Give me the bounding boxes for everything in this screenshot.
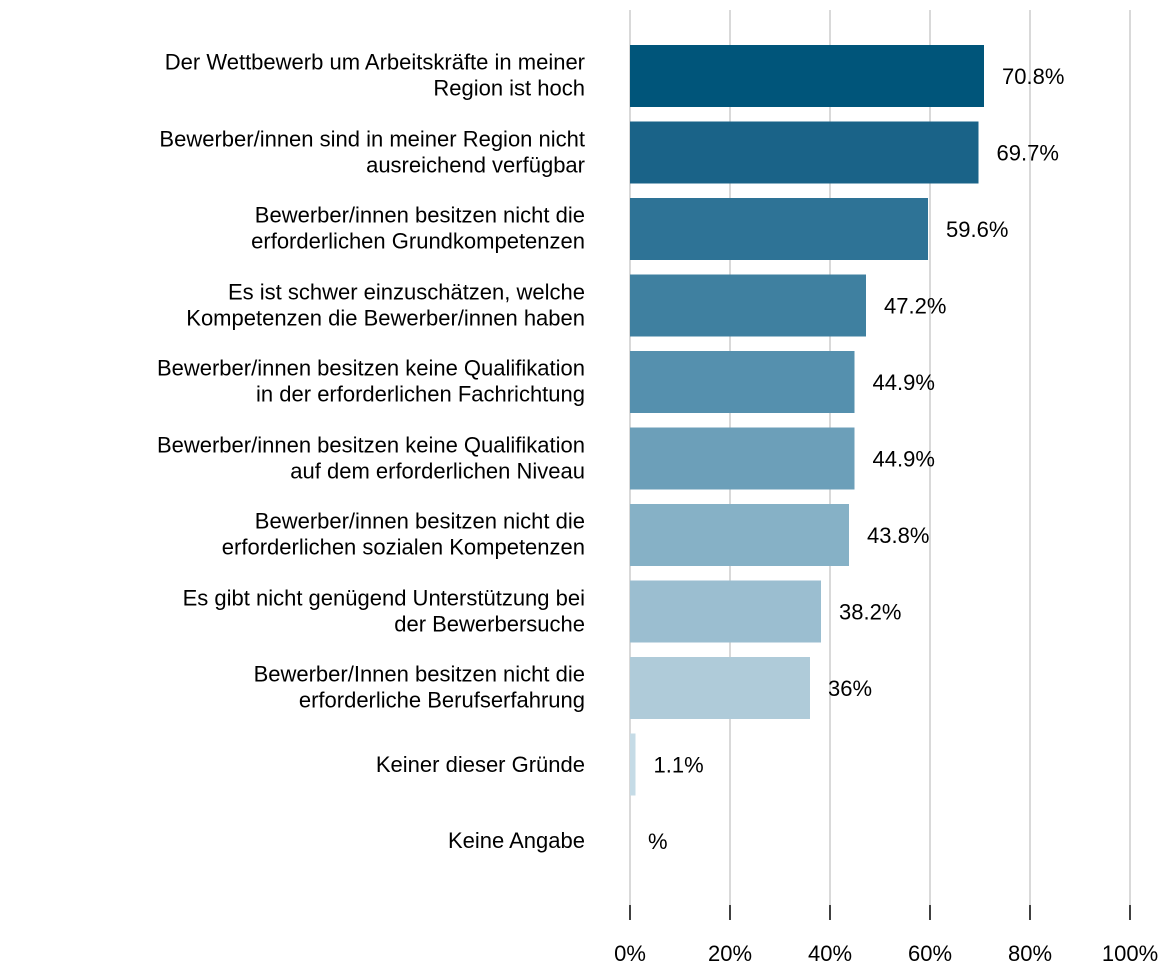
- bar: [630, 427, 855, 490]
- value-label: 44.9%: [873, 446, 935, 471]
- x-tick-label: 0%: [614, 941, 646, 966]
- value-label: 44.9%: [873, 370, 935, 395]
- category-label: Bewerber/innen besitzen nicht die erford…: [251, 202, 585, 254]
- bar: [630, 121, 979, 184]
- x-tick-label: 60%: [908, 941, 952, 966]
- x-tick-label: 100%: [1102, 941, 1158, 966]
- bar: [630, 504, 849, 566]
- category-label: Bewerber/innen sind in meiner Region nic…: [159, 126, 585, 178]
- category-label: Bewerber/innen besitzen keine Qualifikat…: [156, 432, 585, 484]
- value-label: 38.2%: [839, 599, 901, 624]
- category-label: Keine Angabe: [447, 827, 585, 853]
- value-label: 70.8%: [1002, 64, 1064, 89]
- value-label: 1.1%: [654, 752, 704, 777]
- bar: [630, 657, 810, 719]
- value-label: 69.7%: [997, 140, 1059, 165]
- x-tick-label: 20%: [708, 941, 752, 966]
- bar: [630, 733, 636, 796]
- category-label: Keiner dieser Gründe: [375, 751, 585, 777]
- category-label: Der Wettbewerb um Arbeitskräfte in meine…: [164, 49, 585, 101]
- bar: [630, 580, 821, 643]
- category-label: Bewerber/innen besitzen nicht die erford…: [221, 508, 585, 560]
- value-label: %: [648, 829, 668, 854]
- bar: [630, 351, 855, 413]
- category-label: Bewerber/Innen besitzen nicht die erford…: [253, 661, 585, 713]
- category-label: Es ist schwer einzuschätzen, welche Komp…: [186, 279, 585, 331]
- bar: [630, 45, 984, 107]
- value-label: 36%: [828, 676, 872, 701]
- value-label: 43.8%: [867, 523, 929, 548]
- x-tick-label: 80%: [1008, 941, 1052, 966]
- x-tick-label: 40%: [808, 941, 852, 966]
- category-label: Es gibt nicht genügend Unterstützung bei…: [182, 585, 585, 637]
- value-label: 59.6%: [946, 217, 1008, 242]
- value-label: 47.2%: [884, 293, 946, 318]
- bar: [630, 198, 928, 260]
- category-label: Bewerber/innen besitzen keine Qualifikat…: [156, 355, 585, 407]
- bar: [630, 274, 866, 337]
